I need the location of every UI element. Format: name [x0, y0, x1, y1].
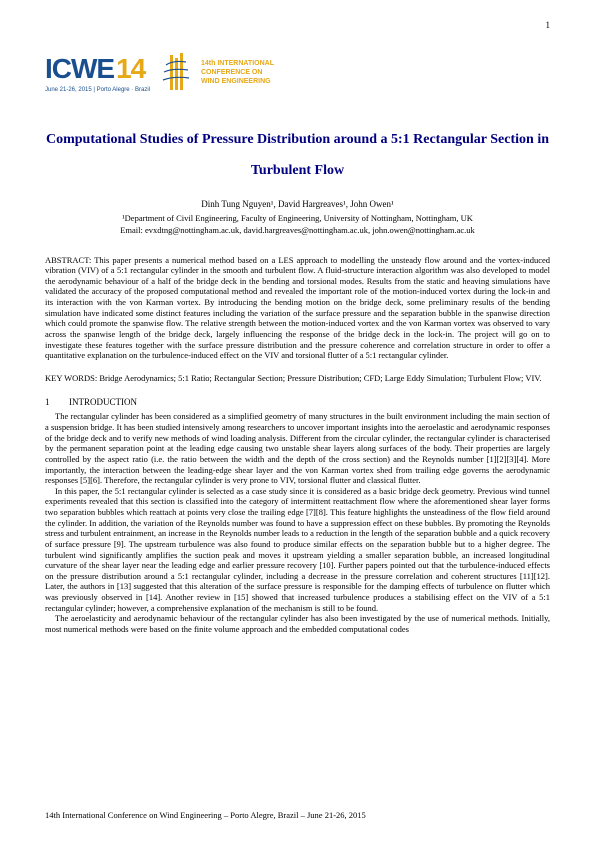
- section-title: INTRODUCTION: [69, 397, 137, 407]
- logo-acronym: ICWE: [45, 53, 114, 85]
- intro-paragraph-3: The aeroelasticity and aerodynamic behav…: [45, 613, 550, 634]
- section-heading-intro: 1INTRODUCTION: [45, 397, 550, 407]
- wind-graphic-icon: [158, 50, 193, 95]
- logo-mark: ICWE14: [45, 53, 150, 85]
- intro-paragraph-2: In this paper, the 5:1 rectangular cylin…: [45, 486, 550, 614]
- affiliation: ¹Department of Civil Engineering, Facult…: [45, 213, 550, 223]
- conference-logo: ICWE14 June 21-26, 2015 | Porto Alegre ·…: [45, 50, 550, 95]
- abstract-label: ABSTRACT:: [45, 255, 91, 265]
- section-number: 1: [45, 397, 69, 407]
- authors: Dinh Tung Nguyen¹, David Hargreaves¹, Jo…: [45, 199, 550, 209]
- keywords-text: Bridge Aerodynamics; 5:1 Ratio; Rectangu…: [99, 373, 541, 383]
- intro-paragraph-1: The rectangular cylinder has been consid…: [45, 411, 550, 485]
- page-footer: 14th International Conference on Wind En…: [45, 810, 550, 820]
- abstract-text: This paper presents a numerical method b…: [45, 255, 550, 361]
- paper-title: Computational Studies of Pressure Distri…: [45, 125, 550, 187]
- keywords: KEY WORDS: Bridge Aerodynamics; 5:1 Rati…: [45, 373, 550, 384]
- emails: Email: evxdtng@nottingham.ac.uk, david.h…: [45, 225, 550, 235]
- logo-dates: June 21-26, 2015 | Porto Alegre · Brazil: [45, 87, 150, 93]
- abstract: ABSTRACT: This paper presents a numerica…: [45, 255, 550, 361]
- keywords-label: KEY WORDS:: [45, 373, 97, 383]
- logo-number: 14: [116, 53, 145, 85]
- logo-conference-name: 14th INTERNATIONAL CONFERENCE ON WIND EN…: [201, 59, 274, 86]
- page-number: 1: [546, 20, 551, 30]
